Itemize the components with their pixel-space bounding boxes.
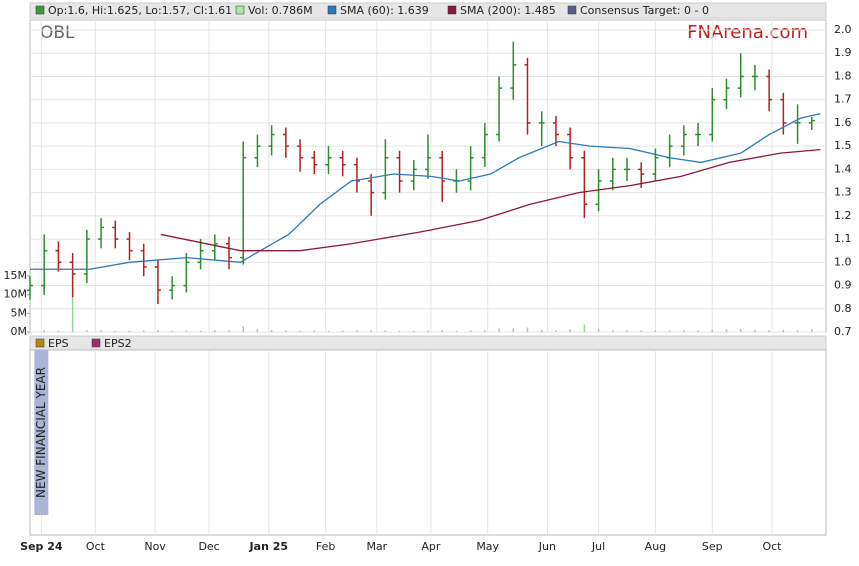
legend-swatch [235, 5, 245, 15]
vol-tick-label: 5M [11, 306, 28, 319]
y-tick-label: 1.9 [834, 46, 852, 59]
legend-label: Op:1.6, Hi:1.625, Lo:1.57, Cl:1.61 [48, 4, 232, 17]
y-tick-label: 1.0 [834, 255, 852, 268]
legend-label: Consensus Target: 0 - 0 [580, 4, 709, 17]
x-tick-label: Feb [316, 540, 335, 553]
y-tick-label: 1.6 [834, 116, 852, 129]
annotation: NEW FINANCIAL YEAR [34, 367, 48, 498]
legend-label: EPS [48, 337, 69, 350]
y-tick-label: 1.3 [834, 186, 852, 199]
x-tick-label: Sep 24 [20, 540, 63, 553]
x-tick-label: Oct [86, 540, 106, 553]
lower-plot-frame [29, 349, 827, 536]
vol-tick-label: 15M [4, 269, 28, 282]
brand: FNArena.com [687, 22, 808, 43]
x-tick-label: Sep [702, 540, 723, 553]
y-tick-label: 1.5 [834, 139, 852, 152]
legend-swatch [567, 5, 577, 15]
y-tick-label: 0.9 [834, 279, 852, 292]
y-tick-label: 1.7 [834, 93, 852, 106]
legend-bar [29, 2, 827, 19]
legend-label: SMA (60): 1.639 [340, 4, 429, 17]
vol-tick-label: 0M [11, 325, 28, 338]
legend-swatch [447, 5, 457, 15]
x-tick-label: Jul [591, 540, 605, 553]
ticker: OBL [40, 23, 75, 43]
legend-swatch [91, 338, 101, 348]
legend-label: Vol: 0.786M [248, 4, 313, 17]
y-tick-label: 1.8 [834, 69, 852, 82]
vol-tick-label: 10M [4, 288, 28, 301]
legend-label: EPS2 [104, 337, 132, 350]
y-tick-label: 1.2 [834, 209, 852, 222]
y-tick-label: 1.4 [834, 162, 852, 175]
sma-line [30, 112, 821, 270]
legend-swatch [327, 5, 337, 15]
lower-legend-bar [29, 335, 827, 351]
legend-swatch [35, 338, 45, 348]
legend-label: SMA (200): 1.485 [460, 4, 556, 17]
x-tick-label: Dec [198, 540, 219, 553]
y-tick-label: 0.8 [834, 302, 852, 315]
x-tick-label: Jun [538, 540, 556, 553]
annotation-band [34, 350, 49, 515]
x-tick-label: May [476, 540, 499, 553]
sma-line [160, 148, 821, 252]
y-tick-label: 0.7 [834, 325, 852, 338]
y-tick-label: 1.1 [834, 232, 852, 245]
x-tick-label: Apr [421, 540, 441, 553]
y-tick-label: 2.0 [834, 23, 852, 36]
x-tick-label: Oct [762, 540, 782, 553]
x-tick-label: Aug [645, 540, 666, 553]
x-tick-label: Jan 25 [249, 540, 288, 553]
x-tick-label: Nov [144, 540, 166, 553]
legend-swatch [35, 5, 45, 15]
x-tick-label: Mar [366, 540, 387, 553]
